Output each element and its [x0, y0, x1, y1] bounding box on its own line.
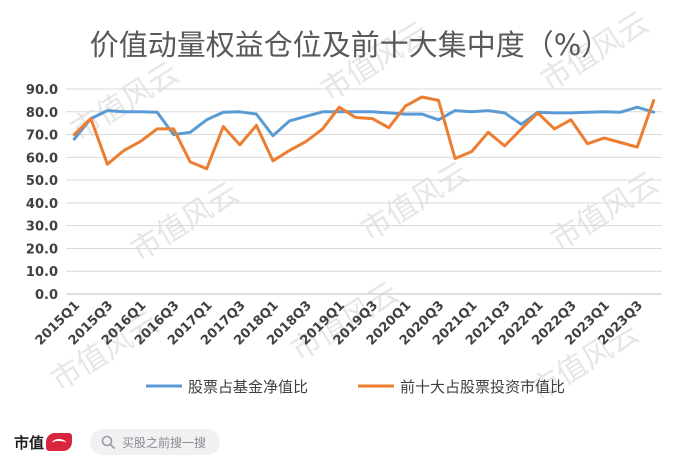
y-tick-label: 20.0: [26, 242, 58, 257]
series-lines: [72, 95, 656, 171]
y-tick-label: 60.0: [26, 151, 58, 166]
watermark-text: 市值风云: [125, 175, 245, 268]
y-tick-label: 80.0: [26, 106, 58, 121]
search-icon: [101, 435, 115, 449]
y-tick-label: 40.0: [26, 197, 58, 212]
y-axis-ticks: 0.0 10.0 20.0 30.0 40.0 50.0 60.0 70.0 80.0 90.0: [26, 83, 58, 303]
watermark-text: 市值风云: [545, 165, 665, 258]
search-placeholder: 买股之前搜一搜: [122, 435, 207, 450]
legend-label: 股票占基金净值比: [188, 378, 308, 396]
brand-text: 市值: [14, 433, 45, 452]
brand-wind-icon: [46, 433, 73, 451]
watermark-text: 市值风云: [355, 155, 475, 248]
y-tick-label: 70.0: [26, 129, 58, 144]
y-tick-label: 30.0: [26, 220, 58, 235]
chart-title: 价值动量权益仓位及前十大集中度（%）: [90, 28, 611, 62]
legend-label: 前十大占股票投资市值比: [400, 378, 565, 396]
series-line-1: [72, 105, 656, 141]
search-box[interactable]: 买股之前搜一搜: [90, 429, 221, 455]
y-tick-label: 50.0: [26, 174, 58, 189]
legend: 股票占基金净值比 前十大占股票投资市值比: [146, 378, 565, 396]
y-tick-label: 10.0: [26, 265, 58, 280]
brand-logo[interactable]: 市值: [14, 432, 73, 453]
y-tick-label: 0.0: [35, 288, 58, 303]
series-line-2: [72, 95, 656, 171]
grid-lines: [66, 88, 662, 295]
footer-bar: 市值 买股之前搜一搜: [0, 420, 700, 464]
y-tick-label: 90.0: [26, 83, 58, 98]
